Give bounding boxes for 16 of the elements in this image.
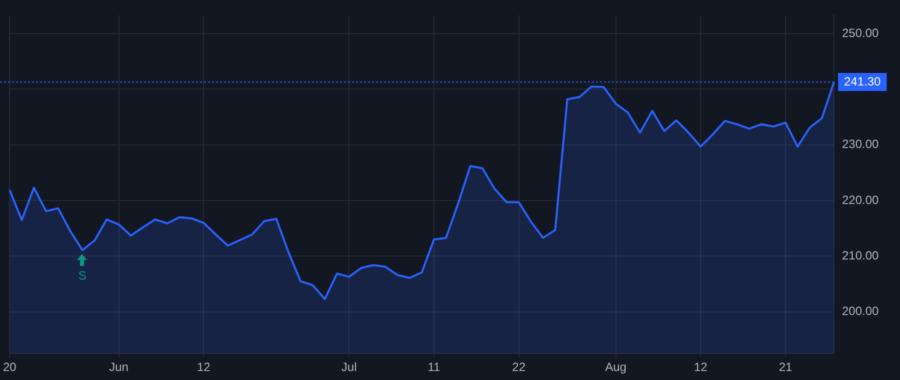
x-tick-label: Jul xyxy=(341,360,357,374)
ref-line-label: 241.30 xyxy=(844,74,882,88)
annotation: S xyxy=(78,268,86,282)
y-tick-label: 220.00 xyxy=(842,192,880,207)
y-tick-label: 250.00 xyxy=(842,26,880,40)
x-tick-label: 22 xyxy=(512,360,526,374)
y-tick-label: 230.00 xyxy=(842,137,880,152)
x-tick-label: 12 xyxy=(694,360,708,374)
x-tick-label: 11 xyxy=(428,360,441,374)
x-tick-label: 20 xyxy=(2,360,17,374)
x-tick-label: 12 xyxy=(196,360,211,374)
y-tick-label: 210.00 xyxy=(842,248,880,263)
x-tick-label: Jun xyxy=(109,360,128,374)
x-tick-label: Aug xyxy=(605,360,626,374)
x-tick-label: 21 xyxy=(778,360,793,374)
y-tick-label: 200.00 xyxy=(842,304,880,318)
